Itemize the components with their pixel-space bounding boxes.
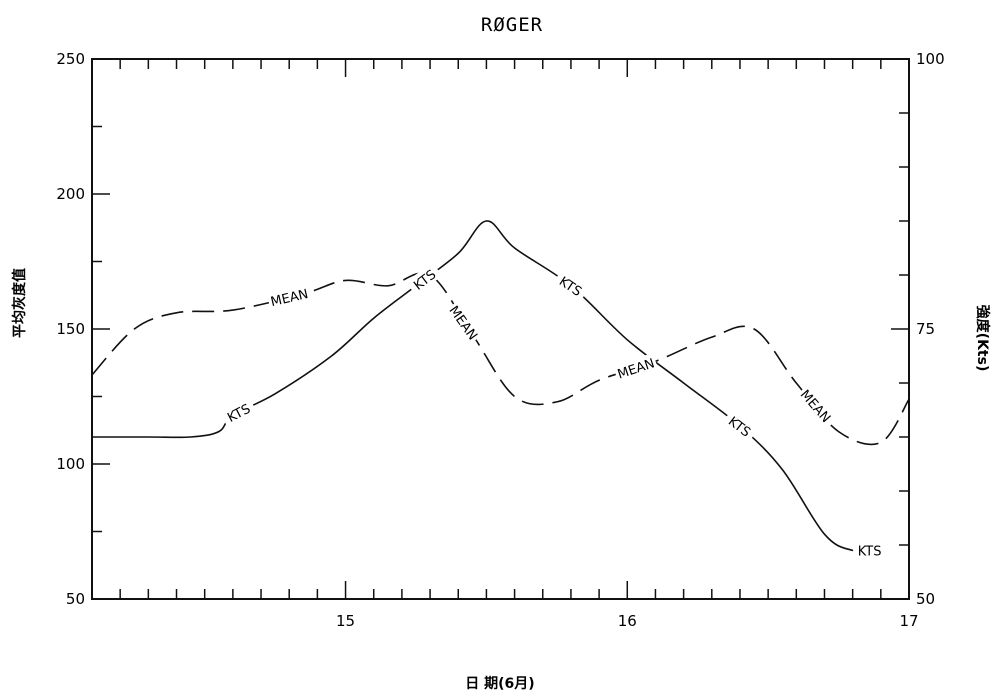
- x-tick-label: 17: [899, 612, 918, 630]
- curve-label-group: MEAN: [796, 383, 837, 427]
- series-line-kts: [92, 220, 881, 553]
- chart-title: RØGER: [481, 14, 543, 36]
- curve-label-bg: [853, 541, 887, 559]
- curve-label-bg: [796, 383, 837, 427]
- curve-label-group: KTS: [853, 541, 887, 559]
- series-layer: [91, 220, 910, 553]
- x-tick-label: 16: [618, 612, 637, 630]
- axis-tick-labels: 15 16 17 50 100 150 200 250 50 75 100: [56, 50, 944, 630]
- x-tick-label: 15: [336, 612, 355, 630]
- curve-label-group: MEAN: [445, 300, 484, 345]
- curve-label-bg: [405, 262, 443, 296]
- curve-label-kts: KTS: [858, 544, 882, 559]
- y-left-tick-label: 100: [56, 455, 85, 473]
- y-right-tick-label: 75: [916, 320, 935, 338]
- curve-label-group: MEAN: [266, 283, 312, 310]
- x-axis-label: 日 期(6月): [465, 676, 534, 692]
- curve-label-bg: [722, 409, 759, 443]
- y-left-tick-label: 50: [66, 590, 85, 608]
- curve-label-group: MEAN: [612, 352, 659, 383]
- y-left-tick-label: 150: [56, 320, 85, 338]
- y-left-tick-label: 250: [56, 50, 85, 68]
- plot-frame: [91, 58, 910, 600]
- y-right-tick-label: 100: [916, 50, 945, 68]
- curve-label-group: KTS: [405, 262, 443, 296]
- curve-label-mean: MEAN: [269, 287, 309, 310]
- curve-label-bg: [266, 283, 312, 310]
- series-line-mean: [91, 272, 910, 446]
- curve-label-bg: [445, 300, 484, 345]
- y-right-tick-label: 50: [916, 590, 935, 608]
- y-left-tick-label: 200: [56, 185, 85, 203]
- y-axis-left-label: 平均灰度值: [11, 268, 28, 338]
- curve-label-bg: [552, 269, 590, 302]
- axis-ticks: [91, 58, 910, 600]
- curve-label-bg: [612, 352, 659, 383]
- curve-label-bg: [219, 396, 257, 428]
- y-axis-right-label: 強度(Kts): [974, 305, 991, 372]
